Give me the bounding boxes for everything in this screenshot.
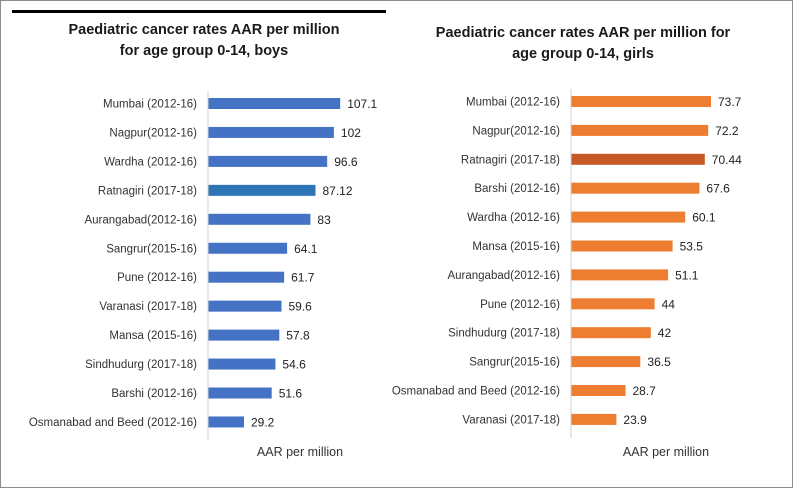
girls-category-label-3: Ratnagiri (2017-18) <box>461 154 560 166</box>
girls-category-label-5: Wardha (2012-16) <box>467 212 560 224</box>
boys-data-label-11: 51.6 <box>279 387 303 401</box>
boys-category-label-2: Nagpur(2012-16) <box>109 127 197 139</box>
boys-category-label-4: Ratnagiri (2017-18) <box>98 185 197 197</box>
boys-data-label-5: 83 <box>317 213 331 227</box>
boys-category-label-5: Aurangabad(2012-16) <box>84 214 197 226</box>
boys-bar-1 <box>208 98 341 109</box>
boys-chart-title-line-1: Paediatric cancer rates AAR per million <box>68 22 339 38</box>
girls-data-label-4: 67.6 <box>706 182 730 196</box>
boys-bar-3 <box>208 155 328 167</box>
boys-category-label-10: Sindhudurg (2017-18) <box>85 359 197 371</box>
girls-category-label-4: Barshi (2012-16) <box>474 183 560 195</box>
girls-bar-4 <box>571 182 700 194</box>
girls-category-label-8: Pune (2012-16) <box>480 299 560 311</box>
girls-data-label-5: 60.1 <box>692 211 716 225</box>
boys-data-label-10: 54.6 <box>282 358 306 372</box>
girls-category-label-11: Osmanabad and Beed (2012-16) <box>392 386 560 398</box>
boys-bar-12 <box>208 416 244 428</box>
girls-bar-10 <box>571 356 641 368</box>
girls-data-label-12: 23.9 <box>623 413 647 427</box>
girls-category-label-2: Nagpur(2012-16) <box>472 125 560 137</box>
boys-data-label-12: 29.2 <box>251 415 275 429</box>
girls-bar-7 <box>571 269 669 281</box>
boys-category-label-3: Wardha (2012-16) <box>104 156 197 168</box>
girls-x-axis-title: AAR per million <box>623 445 709 459</box>
boys-data-label-9: 57.8 <box>286 329 310 343</box>
boys-data-label-7: 61.7 <box>291 271 315 285</box>
girls-bar-9 <box>571 327 651 339</box>
girls-bar-2 <box>571 124 709 136</box>
boys-bar-9 <box>208 329 280 341</box>
girls-category-label-12: Varanasi (2017-18) <box>462 414 560 426</box>
girls-data-label-7: 51.1 <box>675 268 699 282</box>
boys-chart-title-line-2: for age group 0-14, boys <box>120 43 288 59</box>
girls-bar-8 <box>571 298 655 310</box>
girls-category-label-10: Sangrur(2015-16) <box>469 357 560 369</box>
boys-data-label-1: 107.1 <box>347 97 377 111</box>
boys-bar-5 <box>208 213 311 225</box>
girls-category-label-9: Sindhudurg (2017-18) <box>448 328 560 340</box>
boys-bar-10 <box>208 358 276 370</box>
girls-bar-11 <box>571 385 626 396</box>
girls-bar-1 <box>571 96 711 107</box>
boys-bar-11 <box>208 387 272 399</box>
top-rule <box>12 10 386 13</box>
boys-data-label-2: 102 <box>341 126 361 140</box>
boys-x-axis-title: AAR per million <box>257 445 343 459</box>
girls-chart-title-line-2: age group 0-14, girls <box>512 46 654 62</box>
boys-category-label-6: Sangrur(2015-16) <box>106 243 197 255</box>
girls-bar-12 <box>571 413 617 425</box>
girls-category-label-6: Mansa (2015-16) <box>472 241 560 253</box>
girls-bar-6 <box>571 240 673 252</box>
boys-category-label-9: Mansa (2015-16) <box>109 330 197 342</box>
boys-bar-6 <box>208 242 288 254</box>
boys-category-label-12: Osmanabad and Beed (2012-16) <box>29 417 197 429</box>
boys-bar-8 <box>208 300 282 312</box>
boys-category-label-1: Mumbai (2012-16) <box>103 99 197 111</box>
boys-bar-7 <box>208 271 285 283</box>
boys-data-label-3: 96.6 <box>334 155 358 169</box>
boys-category-label-7: Pune (2012-16) <box>117 272 197 284</box>
boys-category-label-11: Barshi (2012-16) <box>111 388 197 400</box>
girls-data-label-11: 28.7 <box>633 384 657 398</box>
girls-category-label-7: Aurangabad(2012-16) <box>447 270 560 282</box>
girls-data-label-8: 44 <box>662 297 676 311</box>
girls-bar-5 <box>571 211 686 223</box>
boys-category-label-8: Varanasi (2017-18) <box>99 301 197 313</box>
girls-data-label-3: 70.44 <box>712 153 742 167</box>
boys-bar-4 <box>208 184 316 196</box>
boys-data-label-4: 87.12 <box>323 184 353 198</box>
girls-chart-title-line-1: Paediatric cancer rates AAR per million … <box>436 25 731 41</box>
boys-data-label-8: 59.6 <box>289 300 313 314</box>
girls-data-label-1: 73.7 <box>718 95 742 109</box>
girls-data-label-9: 42 <box>658 326 672 340</box>
girls-data-label-6: 53.5 <box>680 240 704 254</box>
girls-data-label-10: 36.5 <box>647 355 671 369</box>
boys-bar-2 <box>208 126 334 138</box>
boys-data-label-6: 64.1 <box>294 242 318 256</box>
girls-data-label-2: 72.2 <box>715 124 739 138</box>
girls-bar-3 <box>571 153 705 165</box>
girls-category-label-1: Mumbai (2012-16) <box>466 97 560 109</box>
